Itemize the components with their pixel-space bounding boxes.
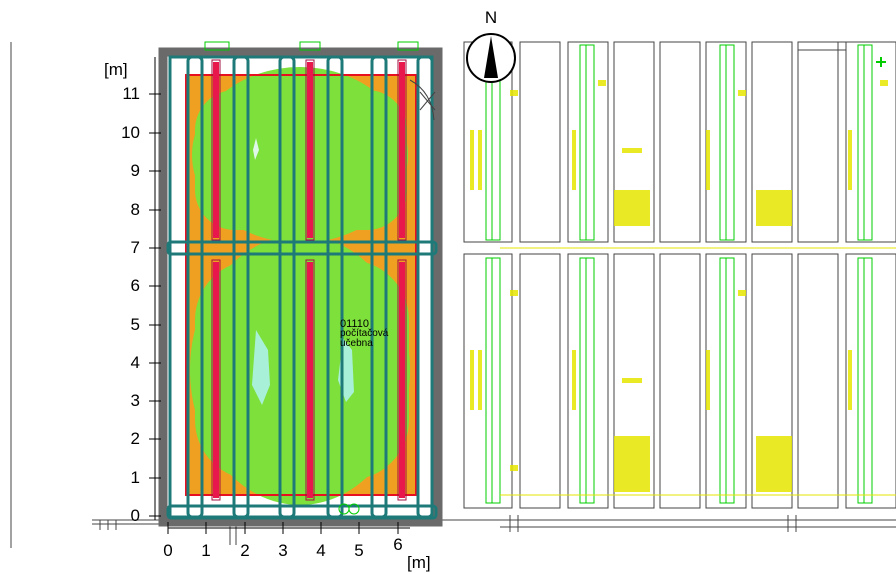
- room-number: 01110: [340, 318, 369, 330]
- y-tick-2: 2: [130, 429, 140, 448]
- x-axis-ticks: [167, 522, 399, 534]
- y-tick-1: 1: [130, 468, 140, 487]
- compass: [466, 33, 516, 83]
- y-tick-11: 11: [122, 84, 140, 103]
- y-tick-10: 10: [121, 123, 140, 142]
- x-tick-4: 4: [316, 541, 326, 560]
- y-tick-8: 8: [130, 200, 140, 219]
- compass-north-label: N: [484, 8, 498, 27]
- x-tick-0: 0: [163, 541, 173, 560]
- x-tick-6: 6: [393, 535, 403, 554]
- zone-min-left: [252, 330, 270, 405]
- y-tick-5: 5: [130, 315, 140, 334]
- y-axis-unit: [m]: [104, 60, 128, 79]
- y-tick-9: 9: [130, 161, 140, 180]
- y-tick-6: 6: [130, 276, 140, 295]
- x-tick-1: 1: [201, 541, 211, 560]
- y-axis-ticks: [149, 93, 161, 517]
- x-axis-unit: [m]: [407, 553, 431, 572]
- x-tick-5: 5: [354, 541, 364, 560]
- room-label: 01110 počítačová učebna: [340, 319, 388, 349]
- room-name-line2: učebna: [340, 338, 373, 349]
- x-tick-3: 3: [278, 541, 288, 560]
- y-tick-3: 3: [130, 391, 140, 410]
- y-tick-4: 4: [130, 353, 140, 372]
- y-tick-0: 0: [130, 506, 140, 525]
- x-tick-2: 2: [240, 541, 250, 560]
- room-name-line1: počítačová: [340, 328, 389, 339]
- y-tick-7: 7: [130, 238, 140, 257]
